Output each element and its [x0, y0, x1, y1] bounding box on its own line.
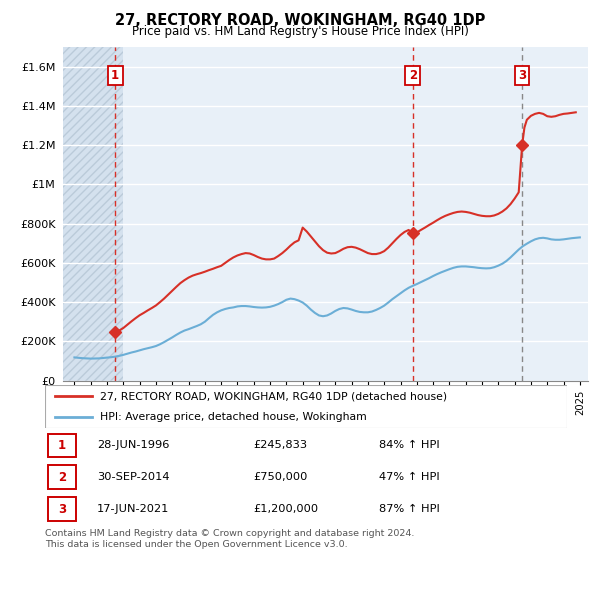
- Text: 27, RECTORY ROAD, WOKINGHAM, RG40 1DP: 27, RECTORY ROAD, WOKINGHAM, RG40 1DP: [115, 13, 485, 28]
- Text: 17-JUN-2021: 17-JUN-2021: [97, 504, 170, 514]
- Text: £245,833: £245,833: [254, 441, 308, 450]
- Bar: [63, 47, 122, 381]
- Bar: [47, 497, 76, 521]
- Text: 2: 2: [409, 69, 417, 82]
- Bar: [47, 434, 76, 457]
- Text: 3: 3: [58, 503, 66, 516]
- Bar: [47, 466, 76, 489]
- Text: £750,000: £750,000: [254, 473, 308, 482]
- Text: 2: 2: [58, 471, 66, 484]
- Text: 3: 3: [518, 69, 526, 82]
- Text: HPI: Average price, detached house, Wokingham: HPI: Average price, detached house, Woki…: [100, 412, 367, 422]
- Text: 27, RECTORY ROAD, WOKINGHAM, RG40 1DP (detached house): 27, RECTORY ROAD, WOKINGHAM, RG40 1DP (d…: [100, 391, 447, 401]
- Text: 1: 1: [111, 69, 119, 82]
- Text: 84% ↑ HPI: 84% ↑ HPI: [379, 441, 440, 450]
- Text: £1,200,000: £1,200,000: [254, 504, 319, 514]
- Text: 87% ↑ HPI: 87% ↑ HPI: [379, 504, 440, 514]
- Text: 1: 1: [58, 439, 66, 452]
- Text: Contains HM Land Registry data © Crown copyright and database right 2024.
This d: Contains HM Land Registry data © Crown c…: [45, 529, 415, 549]
- Text: Price paid vs. HM Land Registry's House Price Index (HPI): Price paid vs. HM Land Registry's House …: [131, 25, 469, 38]
- Text: 28-JUN-1996: 28-JUN-1996: [97, 441, 170, 450]
- Text: 30-SEP-2014: 30-SEP-2014: [97, 473, 170, 482]
- Text: 47% ↑ HPI: 47% ↑ HPI: [379, 473, 440, 482]
